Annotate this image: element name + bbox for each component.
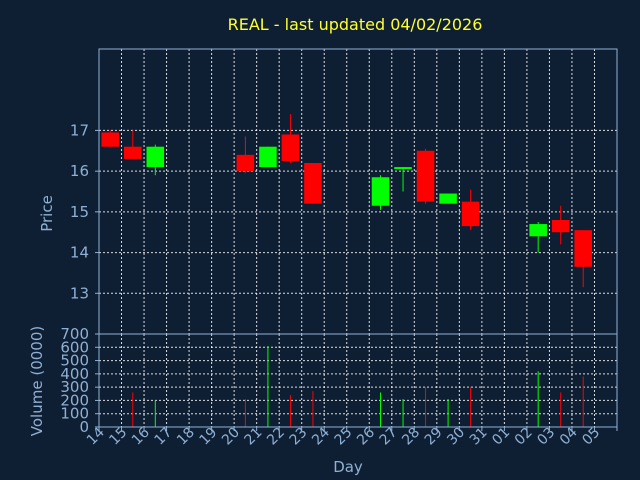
volume-tick-label: 100 — [60, 405, 89, 423]
volume-gridlines — [99, 334, 617, 427]
candle — [439, 193, 457, 204]
volume-tick-label: 500 — [60, 352, 89, 370]
candle-body — [551, 220, 570, 233]
x-tick-label: 02 — [512, 425, 536, 449]
x-tick-label: 19 — [197, 425, 221, 449]
candle-body — [236, 154, 255, 172]
candle-body — [304, 163, 322, 204]
price-tick-label: 17 — [70, 121, 89, 139]
candle — [281, 114, 300, 163]
candle — [551, 205, 570, 245]
x-tick-label: 23 — [287, 425, 311, 449]
x-tick-label: 27 — [377, 425, 401, 449]
candle-body — [394, 167, 412, 170]
x-tick-label: 04 — [557, 424, 581, 448]
candle — [416, 148, 435, 204]
price-gridlines — [99, 49, 617, 334]
price-tick-label: 13 — [70, 284, 89, 302]
candle-body — [259, 146, 277, 168]
price-tick-label: 16 — [70, 162, 89, 180]
candle — [259, 146, 277, 168]
candle-body — [439, 193, 457, 204]
volume-tick-label: 400 — [60, 365, 89, 383]
price-tick-label: 14 — [70, 244, 89, 262]
candle-body — [281, 134, 300, 161]
x-tick-label: 17 — [151, 425, 175, 449]
x-tick-label: 15 — [106, 425, 130, 449]
x-tick-label: 16 — [129, 424, 153, 448]
price-tick-label: 15 — [70, 203, 89, 221]
candle — [101, 130, 120, 147]
price-panel-frame — [98, 48, 618, 335]
candle-body — [461, 201, 480, 227]
candle — [146, 144, 165, 176]
candle — [394, 167, 412, 192]
candle — [304, 163, 322, 204]
volume-axis-label: Volume (0000) — [28, 326, 46, 436]
candle — [371, 175, 390, 210]
x-tick-label: 18 — [174, 425, 198, 449]
x-axis-label: Day — [333, 458, 363, 476]
x-tick-label: 03 — [534, 425, 558, 449]
volume-tick-label: 300 — [60, 378, 89, 396]
candle — [123, 130, 142, 159]
candle-body — [123, 146, 142, 159]
candle-body — [529, 224, 547, 237]
volume-panel-frame — [98, 333, 618, 428]
x-tick-label: 29 — [422, 425, 446, 449]
x-tick-label: 31 — [467, 425, 491, 449]
candle — [461, 189, 480, 231]
x-tick-label: 21 — [242, 425, 266, 449]
x-tick-label: 01 — [489, 425, 513, 449]
x-tick-label: 24 — [309, 424, 333, 448]
candle-body — [146, 146, 165, 168]
x-tick-label: 22 — [264, 425, 288, 449]
candle-body — [574, 230, 593, 267]
x-tick-label: 28 — [399, 425, 423, 449]
volume-tick-label: 0 — [79, 418, 89, 436]
x-tick-labels: 1415161718192021222324252627282930310102… — [84, 424, 618, 449]
candle-body — [416, 150, 435, 202]
price-axis-label: Price — [38, 195, 56, 232]
x-tick-label: 25 — [332, 425, 356, 449]
candle-body — [371, 177, 390, 206]
candle — [236, 136, 255, 174]
candle — [574, 230, 593, 288]
volume-tick-label: 200 — [60, 391, 89, 409]
x-tick-label: 26 — [354, 424, 378, 448]
price-candles — [101, 114, 593, 288]
volume-tick-label: 700 — [60, 325, 89, 343]
candle-body — [101, 132, 120, 147]
x-tick-label: 30 — [444, 425, 468, 449]
candle — [529, 222, 547, 253]
x-tick-label: 05 — [579, 425, 603, 449]
x-tick-label: 20 — [219, 425, 243, 449]
volume-bars — [132, 345, 584, 427]
volume-tick-label: 600 — [60, 338, 89, 356]
chart-title: REAL - last updated 04/02/2026 — [228, 15, 483, 34]
